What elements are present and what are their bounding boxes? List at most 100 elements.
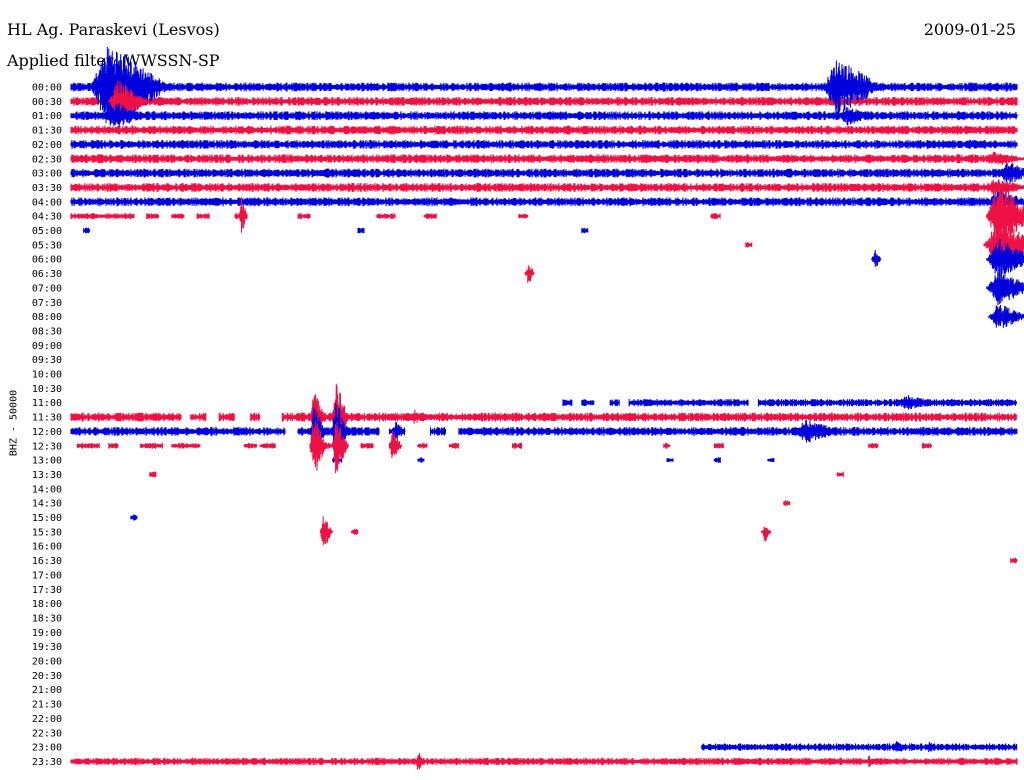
trace-segment: [581, 399, 595, 407]
row-time-label: 01:30: [32, 126, 62, 137]
trace-segment: [70, 197, 1018, 207]
trace-segment: [297, 213, 311, 220]
seismic-event: [986, 238, 1024, 280]
row-time-label: 03:30: [32, 183, 62, 194]
row-time-label: 13:00: [32, 456, 62, 467]
row-time-label: 02:30: [32, 154, 62, 165]
seismic-event: [319, 516, 333, 546]
row-time-label: 15:30: [32, 527, 62, 538]
trace-segment: [196, 213, 210, 220]
trace-segment: [1010, 557, 1018, 564]
row-time-label: 07:30: [32, 298, 62, 309]
row-time-label: 18:30: [32, 613, 62, 624]
trace-segment: [70, 168, 1018, 178]
seismic-event: [108, 80, 150, 123]
seismic-event: [959, 139, 1002, 150]
row-time-label: 05:00: [32, 226, 62, 237]
seismic-event: [893, 741, 907, 752]
seismic-event: [894, 395, 945, 410]
time-axis: 00:00 00:30 01:00 01:30 02:00 02:30 03:00 03:30…: [32, 83, 62, 768]
row-time-label: 17:30: [32, 585, 62, 596]
row-time-label: 19:30: [32, 642, 62, 653]
trace-segment: [701, 743, 1018, 751]
seismic-event: [792, 419, 850, 443]
row-time-label: 13:30: [32, 470, 62, 481]
row-time-label: 05:30: [32, 240, 62, 251]
seismic-event: [959, 126, 1002, 134]
seismic-event: [309, 421, 327, 471]
trace-segment: [357, 227, 365, 234]
trace-segment: [921, 442, 932, 449]
row-time-label: 14:00: [32, 484, 62, 495]
seismic-event: [872, 249, 882, 267]
trace-segment: [190, 412, 207, 422]
trace-segment: [259, 442, 276, 449]
row-time-label: 23:30: [32, 757, 62, 768]
trace-segment: [360, 442, 374, 449]
row-time-label: 21:00: [32, 685, 62, 696]
trace-segment: [139, 442, 163, 449]
seismic-event: [822, 60, 885, 115]
trace-segment: [663, 442, 671, 449]
trace-segment: [430, 427, 446, 436]
seismic-event: [983, 179, 1024, 195]
trace-segment: [376, 213, 396, 220]
trace-segment: [581, 227, 589, 234]
seismic-event: [105, 103, 147, 127]
filter-label: Applied filter: WWSSN-SP: [7, 51, 220, 70]
seismic-event: [415, 753, 425, 770]
seismic-event: [392, 422, 406, 440]
row-time-label: 18:00: [32, 599, 62, 610]
row-time-label: 00:00: [32, 83, 62, 94]
trace-segment: [70, 426, 286, 436]
station-title: HL Ag. Paraskevi (Lesvos): [7, 20, 220, 39]
trace-segment: [70, 412, 182, 422]
seismic-event: [865, 755, 879, 768]
trace-segment: [171, 213, 185, 220]
row-time-label: 22:30: [32, 728, 62, 739]
row-time-label: 19:00: [32, 628, 62, 639]
trace-segment: [745, 241, 753, 248]
trace-segment: [512, 442, 522, 449]
trace-segment: [83, 227, 91, 234]
row-time-label: 10:00: [32, 370, 62, 381]
seismic-event: [405, 97, 431, 105]
row-time-label: 04:00: [32, 197, 62, 208]
trace-segment: [70, 154, 1018, 164]
seismic-event: [525, 265, 535, 283]
seismic-event: [762, 526, 771, 542]
row-time-label: 11:00: [32, 398, 62, 409]
row-time-label: 09:30: [32, 355, 62, 366]
seismic-event: [331, 421, 349, 474]
trace-segment: [417, 442, 428, 449]
seismic-event: [89, 46, 173, 126]
trace-segment: [518, 213, 529, 219]
row-time-label: 02:00: [32, 140, 62, 151]
row-time-label: 08:00: [32, 312, 62, 323]
row-time-label: 15:00: [32, 513, 62, 524]
trace-segment: [423, 213, 437, 219]
date-label: 2009-01-25: [923, 20, 1016, 39]
row-time-label: 20:00: [32, 657, 62, 668]
seismic-event: [412, 409, 421, 424]
trace-segment: [149, 471, 157, 478]
seismic-event: [988, 304, 1024, 329]
trace-segment: [70, 139, 1018, 149]
row-time-label: 23:00: [32, 743, 62, 754]
seismic-event: [836, 107, 879, 126]
row-time-label: 10:30: [32, 384, 62, 395]
row-time-label: 01:00: [32, 111, 62, 122]
row-time-label: 07:00: [32, 283, 62, 294]
trace-segment: [458, 426, 1018, 436]
trace-segment: [171, 442, 201, 449]
row-time-label: 17:00: [32, 570, 62, 581]
trace-segment: [562, 399, 573, 407]
seismic-event: [986, 186, 1024, 251]
row-time-label: 16:30: [32, 556, 62, 567]
row-time-label: 12:30: [32, 441, 62, 452]
trace-segment: [783, 500, 791, 507]
trace-segment: [76, 442, 100, 449]
row-time-label: 04:30: [32, 212, 62, 223]
trace-segment: [868, 442, 879, 449]
